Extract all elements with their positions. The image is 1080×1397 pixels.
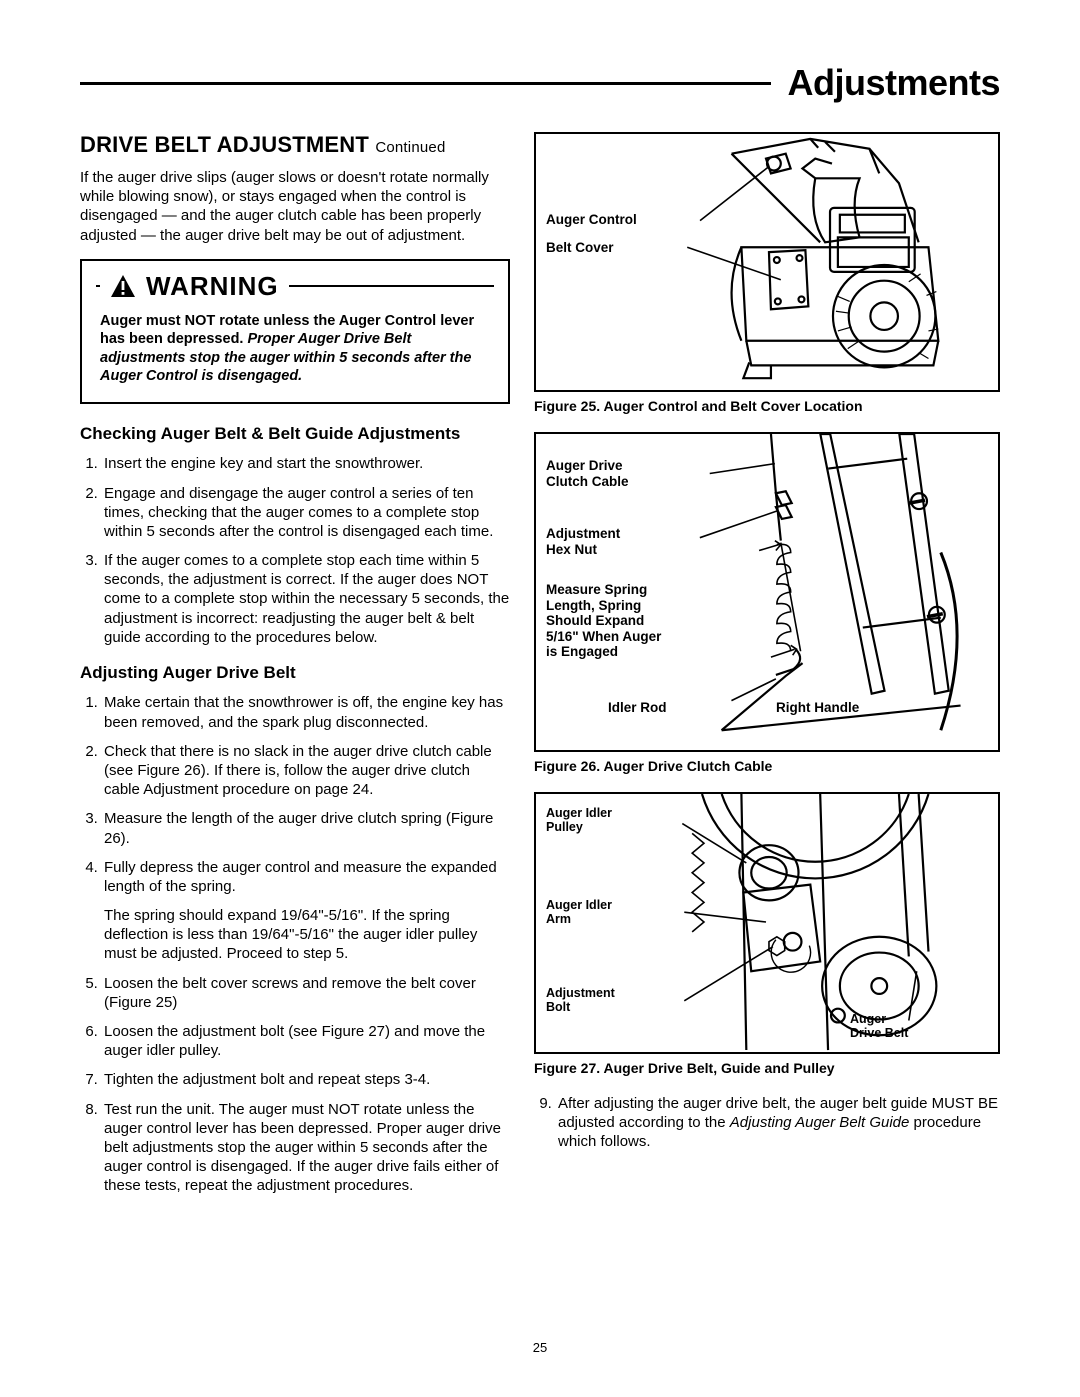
fig26-label-idler: Idler Rod [608, 700, 667, 716]
fig25-label-auger-control: Auger Control [546, 212, 637, 228]
fig26-label-handle: Right Handle [776, 700, 859, 716]
section-title-text: DRIVE BELT ADJUSTMENT [80, 132, 369, 157]
section-continued: Continued [375, 139, 445, 156]
fig26-label-spring: Measure Spring Length, Spring Should Exp… [546, 582, 661, 660]
section-title: DRIVE BELT ADJUSTMENT Continued [80, 132, 510, 158]
warning-body: Auger must NOT rotate unless the Auger C… [96, 312, 494, 386]
fig27-label-arm: Auger Idler Arm [546, 898, 612, 927]
adj-step-6: Loosen the adjustment bolt (see Figure 2… [102, 1022, 510, 1060]
column-left: DRIVE BELT ADJUSTMENT Continued If the a… [80, 132, 510, 1206]
adj-step-2: Check that there is no slack in the auge… [102, 742, 510, 800]
figure-26: Auger Drive Clutch Cable Adjustment Hex … [534, 432, 1000, 752]
warning-header: WARNING [96, 271, 494, 302]
check-step-1: Insert the engine key and start the snow… [102, 454, 510, 473]
fig25-label-belt-cover: Belt Cover [546, 240, 614, 256]
page-header: Adjustments [787, 62, 1000, 104]
intro-paragraph: If the auger drive slips (auger slows or… [80, 168, 510, 245]
warning-word: WARNING [146, 271, 279, 302]
two-column-layout: DRIVE BELT ADJUSTMENT Continued If the a… [80, 132, 1000, 1206]
page-number: 25 [533, 1340, 547, 1355]
warning-box: WARNING Auger must NOT rotate unless the… [80, 259, 510, 404]
check-step-2: Engage and disengage the auger control a… [102, 484, 510, 542]
adjusting-steps-continued: After adjusting the auger drive belt, th… [534, 1094, 1000, 1152]
checking-steps: Insert the engine key and start the snow… [80, 454, 510, 647]
adj-step-4b: The spring should expand 19/64"-5/16". I… [104, 906, 510, 964]
adj-step-8: Test run the unit. The auger must NOT ro… [102, 1100, 510, 1196]
warning-rule-right [289, 285, 494, 287]
figure-27-caption: Figure 27. Auger Drive Belt, Guide and P… [534, 1060, 1000, 1076]
fig26-label-hexnut: Adjustment Hex Nut [546, 526, 620, 557]
header-row: Adjustments [80, 62, 1000, 104]
fig27-label-belt: Auger Drive Belt [850, 1012, 908, 1041]
warning-rule-left [96, 285, 100, 287]
header-rule [80, 82, 771, 85]
check-step-3: If the auger comes to a complete stop ea… [102, 551, 510, 647]
figure-25-drawing [536, 134, 998, 390]
adjusting-steps: Make certain that the snowthrower is off… [80, 693, 510, 1195]
fig26-label-cable: Auger Drive Clutch Cable [546, 458, 629, 489]
figure-27: Auger Idler Pulley Auger Idler Arm Adjus… [534, 792, 1000, 1054]
warning-triangle-icon [110, 274, 136, 298]
adj-step-5: Loosen the belt cover screws and remove … [102, 974, 510, 1012]
column-right: Auger Control Belt Cover Figure 25. Auge… [534, 132, 1000, 1206]
adj-step-4: Fully depress the auger control and meas… [102, 858, 510, 964]
adj-step-1: Make certain that the snowthrower is off… [102, 693, 510, 731]
adj-step-4-text: Fully depress the auger control and meas… [104, 859, 497, 895]
figure-25: Auger Control Belt Cover [534, 132, 1000, 392]
fig27-label-pulley: Auger Idler Pulley [546, 806, 612, 835]
adj-step-9: After adjusting the auger drive belt, th… [556, 1094, 1000, 1152]
figure-25-caption: Figure 25. Auger Control and Belt Cover … [534, 398, 1000, 414]
adj-step-3: Measure the length of the auger drive cl… [102, 809, 510, 847]
adj-step-9-ital: Adjusting Auger Belt Guide [730, 1114, 910, 1131]
figure-26-caption: Figure 26. Auger Drive Clutch Cable [534, 758, 1000, 774]
fig27-label-bolt: Adjustment Bolt [546, 986, 615, 1015]
subhead-checking: Checking Auger Belt & Belt Guide Adjustm… [80, 424, 510, 444]
subhead-adjusting: Adjusting Auger Drive Belt [80, 663, 510, 683]
adj-step-7: Tighten the adjustment bolt and repeat s… [102, 1070, 510, 1089]
